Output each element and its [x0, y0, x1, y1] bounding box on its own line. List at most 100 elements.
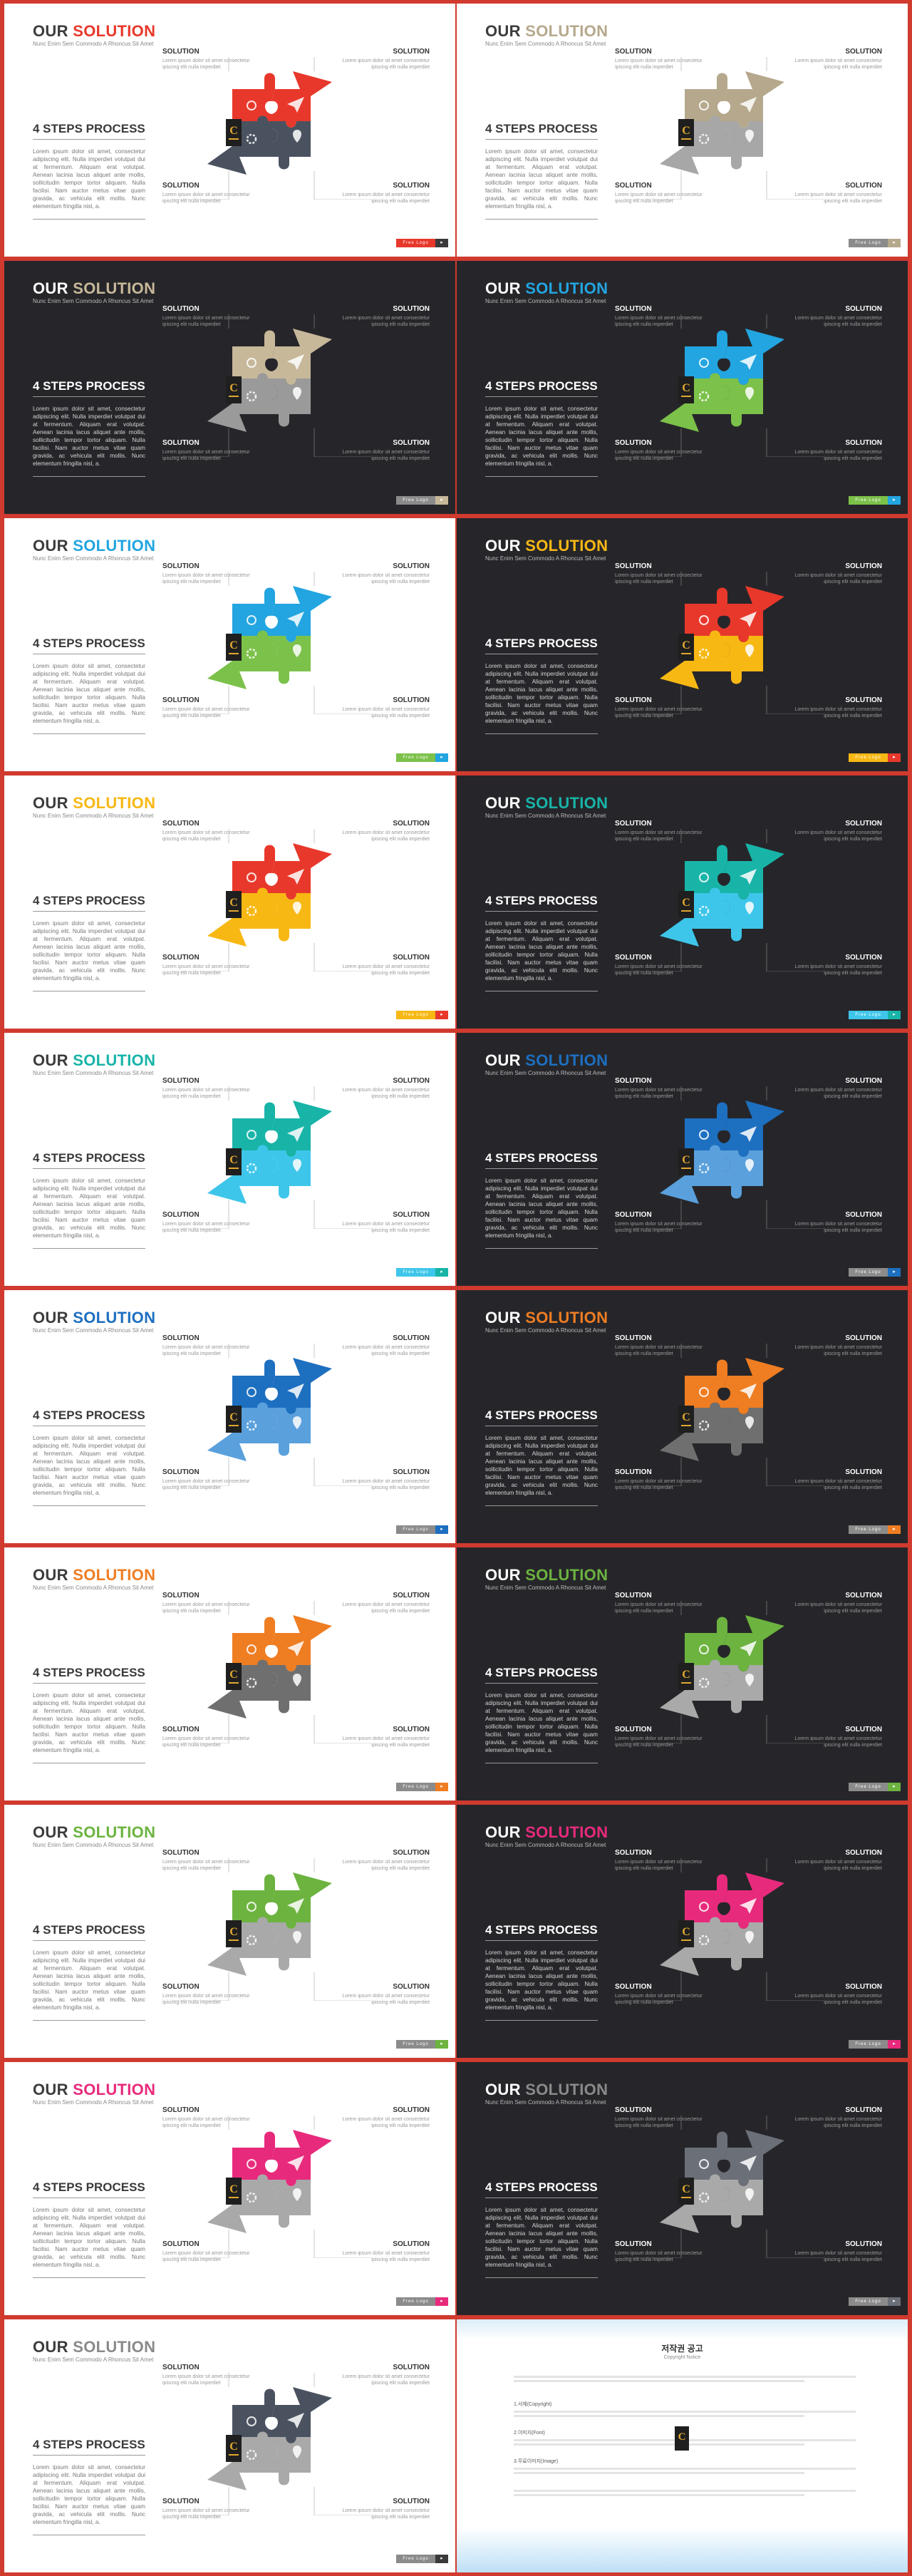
solution-top-left: SOLUTION Lorem ipsum dolor sit amet conse… — [615, 820, 704, 843]
slide-thumbnail[interactable]: OUR SOLUTION Nunc Enim Sem Commodo A Rho… — [4, 1290, 455, 1543]
solution-bottom-right: SOLUTION Lorem ipsum dolor sit amet conse… — [793, 182, 882, 205]
slide-footer: Free Logo ▸ — [849, 1525, 901, 1534]
logo-badge: C — [678, 1920, 694, 1947]
slide-thumbnail[interactable]: OUR SOLUTION Nunc Enim Sem Commodo A Rho… — [4, 2319, 455, 2572]
slide-thumbnail[interactable]: OUR SOLUTION Nunc Enim Sem Commodo A Rho… — [457, 1033, 908, 1286]
svg-text:C: C — [229, 639, 238, 651]
title-word-2: SOLUTION — [525, 794, 608, 812]
slide-subtitle: Nunc Enim Sem Commodo A Rhoncus Sit Amet — [485, 555, 606, 562]
puzzle-arrows-graphic — [624, 829, 824, 972]
title-word-1: OUR — [485, 1309, 521, 1326]
solution-heading: SOLUTION — [162, 562, 200, 570]
svg-text:C: C — [682, 1154, 690, 1166]
svg-text:C: C — [229, 1154, 238, 1166]
title-word-2: SOLUTION — [73, 537, 156, 555]
steps-title: 4 STEPS PROCESS — [33, 1923, 145, 1937]
slide-thumbnail[interactable]: OUR SOLUTION Nunc Enim Sem Commodo A Rho… — [4, 1547, 455, 1800]
body-text: Lorem ipsum dolor sit amet, consectetur … — [33, 2464, 145, 2525]
solution-text: Lorem ipsum dolor sit amet consectetur i… — [615, 2251, 703, 2262]
puzzle-piece-1 — [232, 2389, 275, 2437]
solution-top-left: SOLUTION Lorem ipsum dolor sit amet conse… — [615, 2106, 704, 2129]
slide-thumbnail[interactable]: OUR SOLUTION Nunc Enim Sem Commodo A Rho… — [4, 518, 455, 771]
steps-title: 4 STEPS PROCESS — [485, 2180, 598, 2194]
slide-thumbnail[interactable]: OUR SOLUTION Nunc Enim Sem Commodo A Rho… — [4, 4, 455, 257]
slide-thumbnail[interactable]: OUR SOLUTION Nunc Enim Sem Commodo A Rho… — [457, 4, 908, 257]
slide-thumbnail[interactable]: OUR SOLUTION Nunc Enim Sem Commodo A Rho… — [457, 1547, 908, 1800]
footer-page-icon: ▸ — [888, 2040, 901, 2049]
solution-text: Lorem ipsum dolor sit amet consectetur i… — [615, 450, 703, 461]
solution-heading: SOLUTION — [393, 1592, 430, 1599]
location-pin-icon — [293, 2446, 301, 2458]
slide-thumbnail[interactable]: OUR SOLUTION Nunc Enim Sem Commodo A Rho… — [457, 1290, 908, 1543]
location-pin-icon — [745, 1674, 754, 1686]
solution-text: Lorem ipsum dolor sit amet consectetur i… — [615, 1860, 703, 1871]
puzzle-arrows-graphic — [624, 1344, 824, 1486]
svg-text:C: C — [229, 125, 238, 137]
paper-plane-icon — [740, 869, 757, 885]
solution-text: Lorem ipsum dolor sit amet consectetur i… — [794, 192, 882, 204]
slide-thumbnail[interactable]: OUR SOLUTION Nunc Enim Sem Commodo A Rho… — [457, 1805, 908, 2058]
slide-thumbnail[interactable]: OUR SOLUTION Nunc Enim Sem Commodo A Rho… — [457, 261, 908, 514]
footer-label: Free Logo — [849, 1525, 888, 1534]
puzzle-piece-1 — [232, 1617, 275, 1665]
gear-icon — [698, 391, 710, 402]
solution-bottom-left: SOLUTION Lorem ipsum dolor sit amet conse… — [615, 1468, 704, 1491]
logo-badge: C — [226, 634, 242, 661]
slide-thumbnail[interactable]: OUR SOLUTION Nunc Enim Sem Commodo A Rho… — [457, 776, 908, 1029]
title-word-1: OUR — [33, 537, 68, 555]
body-text: Lorem ipsum dolor sit amet, consectetur … — [485, 2207, 598, 2268]
divider-bottom — [485, 2277, 598, 2278]
footer-page-icon: ▸ — [435, 1268, 448, 1277]
solution-heading: SOLUTION — [162, 820, 200, 828]
logo-badge: C — [678, 119, 694, 146]
solution-heading: SOLUTION — [615, 562, 652, 570]
puzzle-piece-1 — [685, 1617, 727, 1665]
magnifier-icon — [699, 2159, 709, 2169]
puzzle-piece-1 — [685, 1359, 727, 1408]
solution-bottom-right: SOLUTION Lorem ipsum dolor sit amet conse… — [793, 439, 882, 462]
solution-heading: SOLUTION — [615, 48, 652, 56]
solution-text: Lorem ipsum dolor sit amet consectetur i… — [794, 1479, 882, 1490]
svg-text:C: C — [682, 1411, 690, 1423]
solution-text: Lorem ipsum dolor sit amet consectetur i… — [162, 2117, 250, 2128]
solution-text: Lorem ipsum dolor sit amet consectetur i… — [162, 1994, 250, 2005]
steps-title: 4 STEPS PROCESS — [33, 2438, 145, 2451]
slide-thumbnail[interactable]: OUR SOLUTION Nunc Enim Sem Commodo A Rho… — [457, 2062, 908, 2315]
solution-text: Lorem ipsum dolor sit amet consectetur i… — [794, 1602, 882, 1614]
slide-thumbnail[interactable]: OUR SOLUTION Nunc Enim Sem Commodo A Rho… — [4, 261, 455, 514]
paper-plane-icon — [287, 2155, 304, 2171]
solution-text: Lorem ipsum dolor sit amet consectetur i… — [615, 1994, 703, 2005]
slide-title: OUR SOLUTION — [33, 794, 155, 813]
solution-text: Lorem ipsum dolor sit amet consectetur i… — [342, 830, 430, 842]
footer-page-icon: ▸ — [888, 753, 901, 762]
solution-heading: SOLUTION — [162, 305, 200, 313]
solution-heading: SOLUTION — [393, 1077, 430, 1085]
slide-thumbnail[interactable]: OUR SOLUTION Nunc Enim Sem Commodo A Rho… — [4, 2062, 455, 2315]
solution-bottom-right: SOLUTION Lorem ipsum dolor sit amet conse… — [793, 2240, 882, 2263]
puzzle-arrows-graphic — [624, 1858, 824, 2001]
footer-page-icon: ▸ — [888, 1525, 901, 1534]
solution-top-left: SOLUTION Lorem ipsum dolor sit amet conse… — [162, 2364, 252, 2386]
slide-footer: Free Logo ▸ — [396, 496, 448, 505]
solution-top-left: SOLUTION Lorem ipsum dolor sit amet conse… — [615, 1077, 704, 1100]
slide-subtitle: Nunc Enim Sem Commodo A Rhoncus Sit Amet — [33, 1327, 154, 1334]
slide-thumbnail[interactable]: OUR SOLUTION Nunc Enim Sem Commodo A Rho… — [4, 776, 455, 1029]
paper-plane-icon — [287, 1126, 304, 1142]
solution-bottom-left: SOLUTION Lorem ipsum dolor sit amet conse… — [162, 439, 252, 462]
footer-label: Free Logo — [396, 239, 435, 247]
solution-heading: SOLUTION — [845, 2240, 882, 2248]
solution-top-right: SOLUTION Lorem ipsum dolor sit amet conse… — [793, 2106, 882, 2129]
svg-text:C: C — [229, 382, 238, 394]
slide-thumbnail[interactable]: OUR SOLUTION Nunc Enim Sem Commodo A Rho… — [4, 1033, 455, 1286]
location-pin-icon — [293, 387, 301, 400]
solution-top-right: SOLUTION Lorem ipsum dolor sit amet conse… — [793, 820, 882, 843]
slide-footer: Free Logo ▸ — [396, 2297, 448, 2306]
solution-text: Lorem ipsum dolor sit amet consectetur i… — [615, 707, 703, 718]
gear-icon — [246, 133, 257, 145]
slide-thumbnail[interactable]: OUR SOLUTION Nunc Enim Sem Commodo A Rho… — [4, 1805, 455, 2058]
slide-thumbnail[interactable]: OUR SOLUTION Nunc Enim Sem Commodo A Rho… — [457, 518, 908, 771]
divider-bottom — [33, 733, 145, 734]
puzzle-piece-3 — [207, 2431, 278, 2490]
body-text: Lorem ipsum dolor sit amet, consectetur … — [485, 406, 598, 467]
gear-icon — [246, 2449, 257, 2461]
